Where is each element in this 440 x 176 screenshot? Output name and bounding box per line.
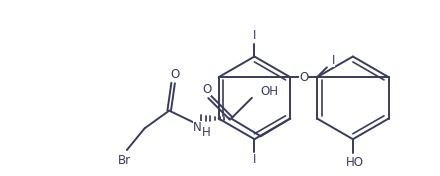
Text: O: O — [170, 68, 180, 81]
Text: O: O — [299, 71, 308, 84]
Text: I: I — [332, 54, 335, 67]
Text: I: I — [253, 29, 256, 42]
Text: H: H — [202, 126, 211, 139]
Text: I: I — [253, 153, 256, 166]
Text: N: N — [193, 121, 202, 134]
Text: OH: OH — [261, 85, 279, 98]
Text: HO: HO — [346, 156, 364, 169]
Text: O: O — [202, 83, 211, 96]
Text: Br: Br — [118, 154, 132, 167]
